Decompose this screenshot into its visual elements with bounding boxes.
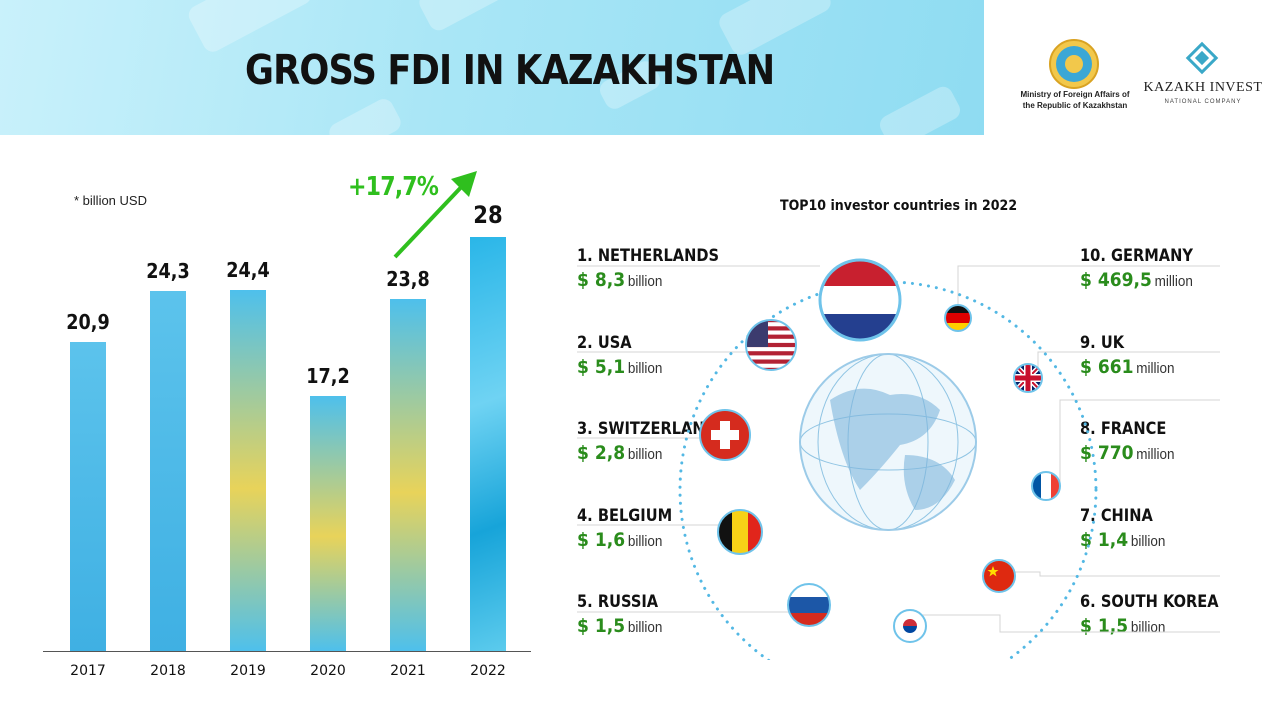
investor-amount: $ 469,5 million (1080, 269, 1193, 291)
investor-amount: $ 5,1 billion (577, 356, 662, 378)
switzerland-flag-icon (699, 409, 751, 461)
china-flag-icon (982, 559, 1016, 593)
bar-2017 (70, 341, 106, 651)
germany-flag-icon (944, 304, 972, 332)
connector-line (910, 614, 1220, 633)
bar-2020 (310, 396, 346, 651)
france-flag-icon (1031, 471, 1061, 501)
uk-flag-icon (1013, 363, 1043, 393)
investor-amount: $ 661 million (1080, 356, 1175, 378)
bar-2019 (230, 289, 266, 651)
bar-value-label: 24,3 (146, 259, 190, 284)
ministry-line-1: Ministry of Foreign Affairs of (1020, 90, 1130, 99)
header-banner (0, 0, 984, 135)
bar-value-label: 20,9 (66, 309, 110, 334)
south-korea-flag-icon (893, 609, 927, 643)
x-tick-label: 2021 (390, 663, 426, 679)
bar-2021 (390, 298, 426, 651)
investor-ring (577, 265, 1220, 660)
bar-value-label: 17,2 (306, 364, 350, 389)
top10-title: TOP10 investor countries in 2022 (780, 198, 1018, 214)
x-tick-label: 2019 (230, 663, 266, 679)
investor-name: 10. GERMANY (1080, 246, 1193, 266)
bar-2018 (150, 291, 186, 651)
investor-amount: $ 8,3 billion (577, 269, 662, 291)
belgium-flag-icon (717, 509, 763, 555)
money-decoration (876, 83, 964, 135)
bar-2022 (470, 236, 506, 651)
connector-line (1025, 351, 1220, 377)
investor-amount-value: $ 1,5 (577, 615, 626, 637)
investor-amount-unit: million (1136, 360, 1175, 377)
usa-flag-icon (745, 319, 797, 371)
connector-line (957, 265, 1220, 316)
investor-amount-unit: billion (627, 360, 663, 377)
investor-amount-value: $ 770 (1080, 442, 1134, 464)
growth-arrow-icon (393, 171, 477, 259)
bar-value-label: 23,8 (386, 266, 430, 291)
investor-amount-unit: million (1154, 273, 1193, 290)
connector-line (1000, 571, 1220, 577)
ministry-emblem-icon (1049, 39, 1099, 89)
connector-lines (577, 265, 1220, 633)
connector-line (1050, 399, 1220, 489)
money-decoration (325, 95, 405, 135)
investor-amount-unit: billion (627, 273, 663, 290)
netherlands-flag-icon (818, 258, 902, 342)
globe-icon (799, 353, 977, 531)
investor-amount-value: $ 661 (1080, 356, 1134, 378)
kazakh-invest-logo-icon (1185, 41, 1219, 75)
investor-name: 8. FRANCE (1080, 419, 1167, 439)
investor-amount-value: $ 1,6 (577, 529, 626, 551)
bar-value-label: 28 (473, 200, 503, 229)
partner-subtitle: NATIONAL COMPANY (1164, 99, 1242, 105)
investor-name: 4. BELGIUM (577, 506, 673, 526)
investor-amount-unit: billion (627, 446, 663, 463)
logo-area (984, 0, 1280, 135)
investor-name: 7. CHINA (1080, 506, 1153, 526)
x-tick-label: 2020 (310, 663, 346, 679)
investor-name: 1. NETHERLANDS (577, 246, 720, 266)
x-tick-label: 2017 (70, 663, 106, 679)
investor-amount-value: $ 5,1 (577, 356, 626, 378)
investor-amount: $ 770 million (1080, 442, 1175, 464)
investor-amount: $ 2,8 billion (577, 442, 662, 464)
x-tick-label: 2022 (470, 663, 506, 679)
investor-amount-unit: billion (627, 533, 663, 550)
investor-amount: $ 1,4 billion (1080, 529, 1165, 551)
growth-label: +17,7% (348, 172, 439, 202)
partner-name: KAZAKH INVEST (1143, 80, 1263, 95)
investor-amount-value: $ 1,4 (1080, 529, 1129, 551)
investor-name: 9. UK (1080, 333, 1125, 353)
investor-amount-unit: billion (627, 619, 663, 636)
unit-note: * billion USD (74, 193, 147, 208)
ministry-name: Ministry of Foreign Affairs of the Repub… (1010, 89, 1140, 111)
investor-name: 6. SOUTH KOREA (1080, 592, 1219, 612)
investor-amount-value: $ 469,5 (1080, 269, 1152, 291)
investor-amount-value: $ 2,8 (577, 442, 626, 464)
investor-name: 3. SWITZERLAND (577, 419, 717, 439)
investor-amount: $ 1,6 billion (577, 529, 662, 551)
money-decoration (415, 0, 515, 34)
x-tick-label: 2018 (150, 663, 186, 679)
ministry-line-2: the Republic of Kazakhstan (1022, 101, 1128, 110)
investor-amount: $ 1,5 billion (577, 615, 662, 637)
investor-amount-unit: million (1136, 446, 1175, 463)
investor-name: 5. RUSSIA (577, 592, 659, 612)
x-axis (43, 651, 531, 652)
russia-flag-icon (787, 583, 831, 627)
investor-amount-value: $ 8,3 (577, 269, 626, 291)
investor-amount-unit: billion (1130, 533, 1166, 550)
investor-name: 2. USA (577, 333, 632, 353)
bar-value-label: 24,4 (226, 257, 270, 282)
page-title: GROSS FDI IN KAZAKHSTAN (245, 46, 775, 94)
